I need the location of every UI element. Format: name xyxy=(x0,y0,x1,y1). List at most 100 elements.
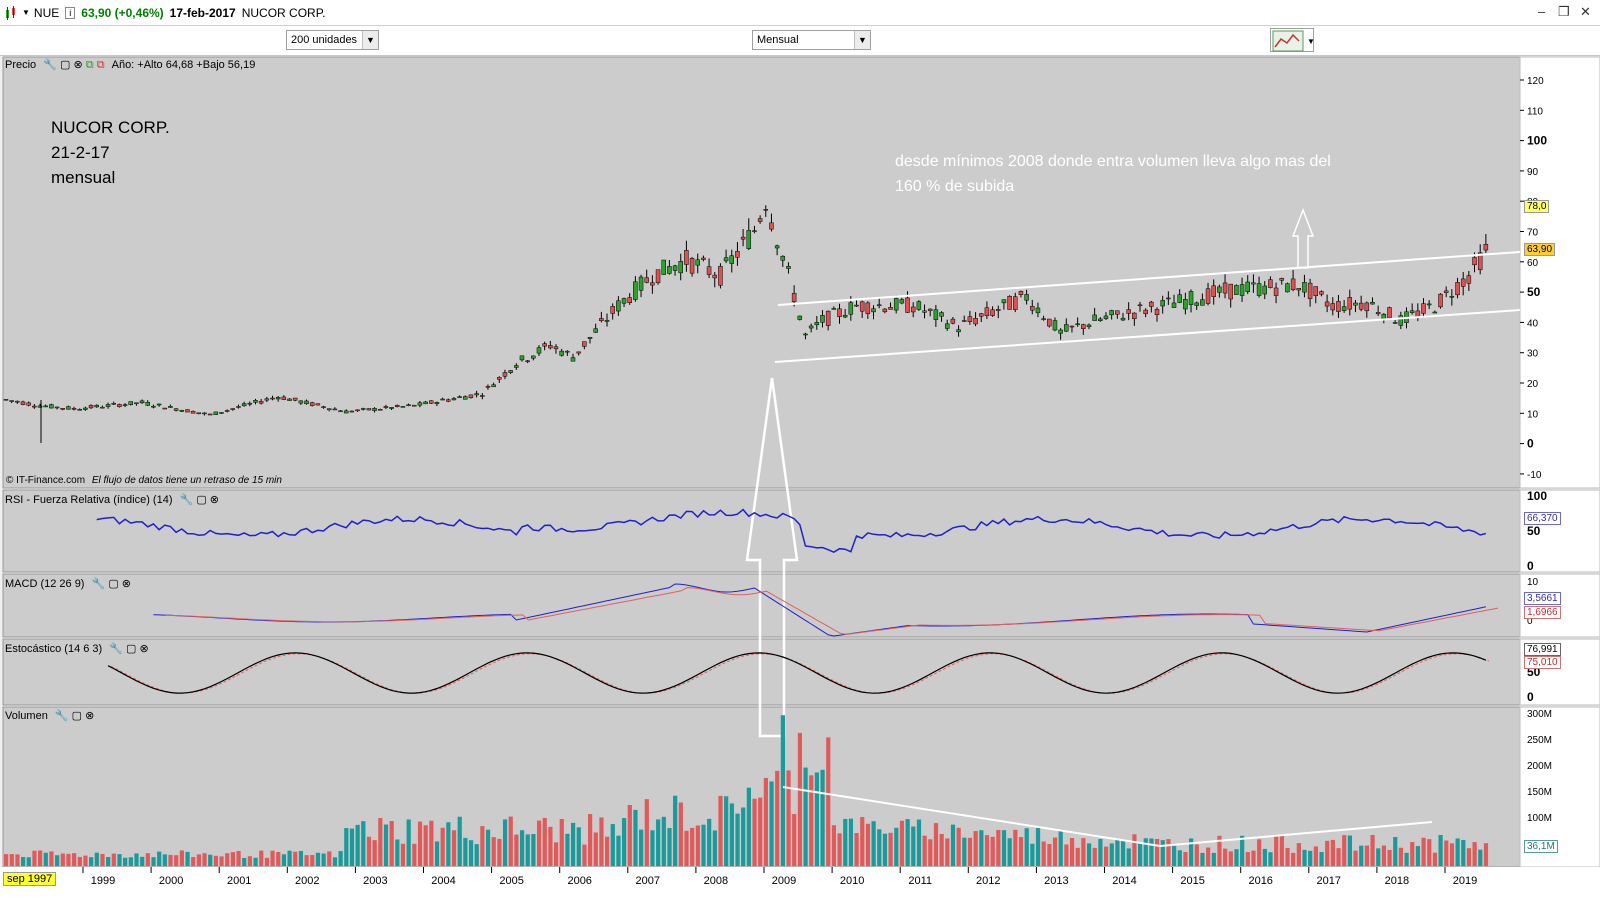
chevron-down-icon[interactable]: ▼ xyxy=(854,31,870,49)
volume-bar xyxy=(100,853,105,866)
window-icon[interactable]: ▢ xyxy=(71,710,83,722)
y-tick-label: 0 xyxy=(1527,616,1533,627)
units-select[interactable]: 200 unidades ▼ xyxy=(286,30,379,50)
volume-bar xyxy=(1132,834,1137,866)
volume-bar xyxy=(582,844,587,866)
candle-body xyxy=(1347,297,1353,310)
volume-bar xyxy=(718,795,723,866)
volume-bar xyxy=(1228,851,1233,866)
chevron-down-icon[interactable]: ▼ xyxy=(362,31,378,49)
volume-bar xyxy=(1444,840,1449,866)
chart-type-button[interactable]: ▼ xyxy=(1270,28,1315,52)
y-tick-label: 0 xyxy=(1527,437,1534,451)
volume-bar xyxy=(1200,852,1205,866)
volume-bar xyxy=(1217,835,1222,866)
volume-bar xyxy=(321,853,326,866)
volume-bar xyxy=(423,825,428,866)
candle-body xyxy=(77,409,82,411)
volume-bar xyxy=(1342,835,1347,866)
y-tick-label: -10 xyxy=(1527,470,1542,481)
volume-bar xyxy=(536,820,542,866)
candle-body xyxy=(689,258,695,274)
x-tick-label: 2019 xyxy=(1453,875,1477,887)
volume-bar xyxy=(1177,850,1182,866)
volume-bar xyxy=(304,855,309,866)
volume-bar xyxy=(1030,843,1035,866)
volume-bar xyxy=(1308,850,1313,866)
wrench-icon[interactable]: 🔧 xyxy=(179,494,194,506)
x-tick-label: 2014 xyxy=(1112,875,1136,887)
candle-body xyxy=(1200,299,1205,306)
volume-bar xyxy=(775,770,780,866)
wrench-icon[interactable]: 🔧 xyxy=(91,578,106,590)
volume-bar xyxy=(984,835,990,866)
window-icon[interactable]: ▢ xyxy=(60,59,71,71)
volume-bar xyxy=(298,850,304,866)
info-icon[interactable]: i xyxy=(65,6,76,19)
volume-bar xyxy=(1415,846,1421,866)
macd-signal-line xyxy=(165,587,1498,635)
export-green-icon[interactable]: ⧉ xyxy=(85,59,94,71)
volume-bar xyxy=(1268,852,1273,866)
window-icon[interactable]: ▢ xyxy=(108,578,119,590)
candle-body xyxy=(1426,303,1432,306)
symbol-label: NUE xyxy=(33,5,60,20)
annotation-line: 21-2-17 xyxy=(51,143,110,162)
volume-bar xyxy=(531,834,536,866)
close-icon[interactable]: ✕ xyxy=(1580,4,1591,19)
y-tick-label: 200M xyxy=(1527,761,1552,772)
candle-body xyxy=(1364,302,1370,312)
candle-body xyxy=(1126,309,1131,314)
candle-body xyxy=(1375,312,1381,315)
volume-bar xyxy=(837,833,842,866)
volume-breakout-arrow xyxy=(745,377,799,738)
candle-body xyxy=(343,410,349,414)
x-tick-label: 2017 xyxy=(1317,875,1341,887)
minimize-icon[interactable]: – xyxy=(1538,4,1546,19)
units-select-value: 200 unidades xyxy=(291,34,358,46)
window-icon[interactable]: ▢ xyxy=(126,643,137,655)
wrench-icon[interactable]: 🔧 xyxy=(109,643,123,655)
candle-body xyxy=(26,402,31,406)
volume-bar xyxy=(701,824,706,866)
candle-body xyxy=(1086,324,1092,328)
candle-body xyxy=(207,413,213,416)
candle-body xyxy=(502,372,508,377)
close-circle-icon[interactable]: ⊗ xyxy=(209,494,220,506)
candle-body xyxy=(1228,283,1233,300)
x-tick-label: 2012 xyxy=(976,875,1000,887)
stoch-panel-title: Estocástico (14 6 3) xyxy=(5,643,103,655)
close-circle-icon[interactable]: ⊗ xyxy=(85,710,95,722)
volume-bar xyxy=(145,853,150,866)
candle-body xyxy=(117,404,122,408)
volume-bar xyxy=(361,821,366,866)
volume-bar xyxy=(1319,851,1324,866)
export-red-icon[interactable]: ⧉ xyxy=(96,59,105,71)
wrench-icon[interactable]: 🔧 xyxy=(54,710,69,722)
candlestick-chart-icon[interactable] xyxy=(4,5,20,21)
candle-body xyxy=(1455,282,1460,296)
close-circle-icon[interactable]: ⊗ xyxy=(121,578,131,590)
candle-body xyxy=(1477,252,1483,271)
volume-bar xyxy=(519,830,525,866)
candle-body xyxy=(247,402,253,405)
volume-bar xyxy=(684,830,689,866)
period-select[interactable]: Mensual ▼ xyxy=(752,30,871,50)
window-icon[interactable]: ▢ xyxy=(196,494,207,506)
wrench-icon[interactable]: 🔧 xyxy=(43,59,57,71)
candle-body xyxy=(100,406,105,409)
candle-body xyxy=(122,404,128,406)
candle-body xyxy=(536,347,542,354)
price-panel-title: Precio xyxy=(5,59,37,71)
volume-bar xyxy=(576,827,581,866)
close-circle-icon[interactable]: ⊗ xyxy=(139,643,149,655)
y-tick-label: 90 xyxy=(1527,167,1539,178)
candle-body xyxy=(1013,296,1018,310)
dropdown-arrow-icon[interactable]: ▼ xyxy=(22,8,30,17)
close-circle-icon[interactable]: ⊗ xyxy=(73,59,83,71)
stoch-k-badge: 76,991 xyxy=(1524,643,1561,656)
candle-body xyxy=(616,300,621,312)
y-tick-label: 50 xyxy=(1527,524,1541,538)
restore-icon[interactable]: ❐ xyxy=(1558,4,1570,19)
